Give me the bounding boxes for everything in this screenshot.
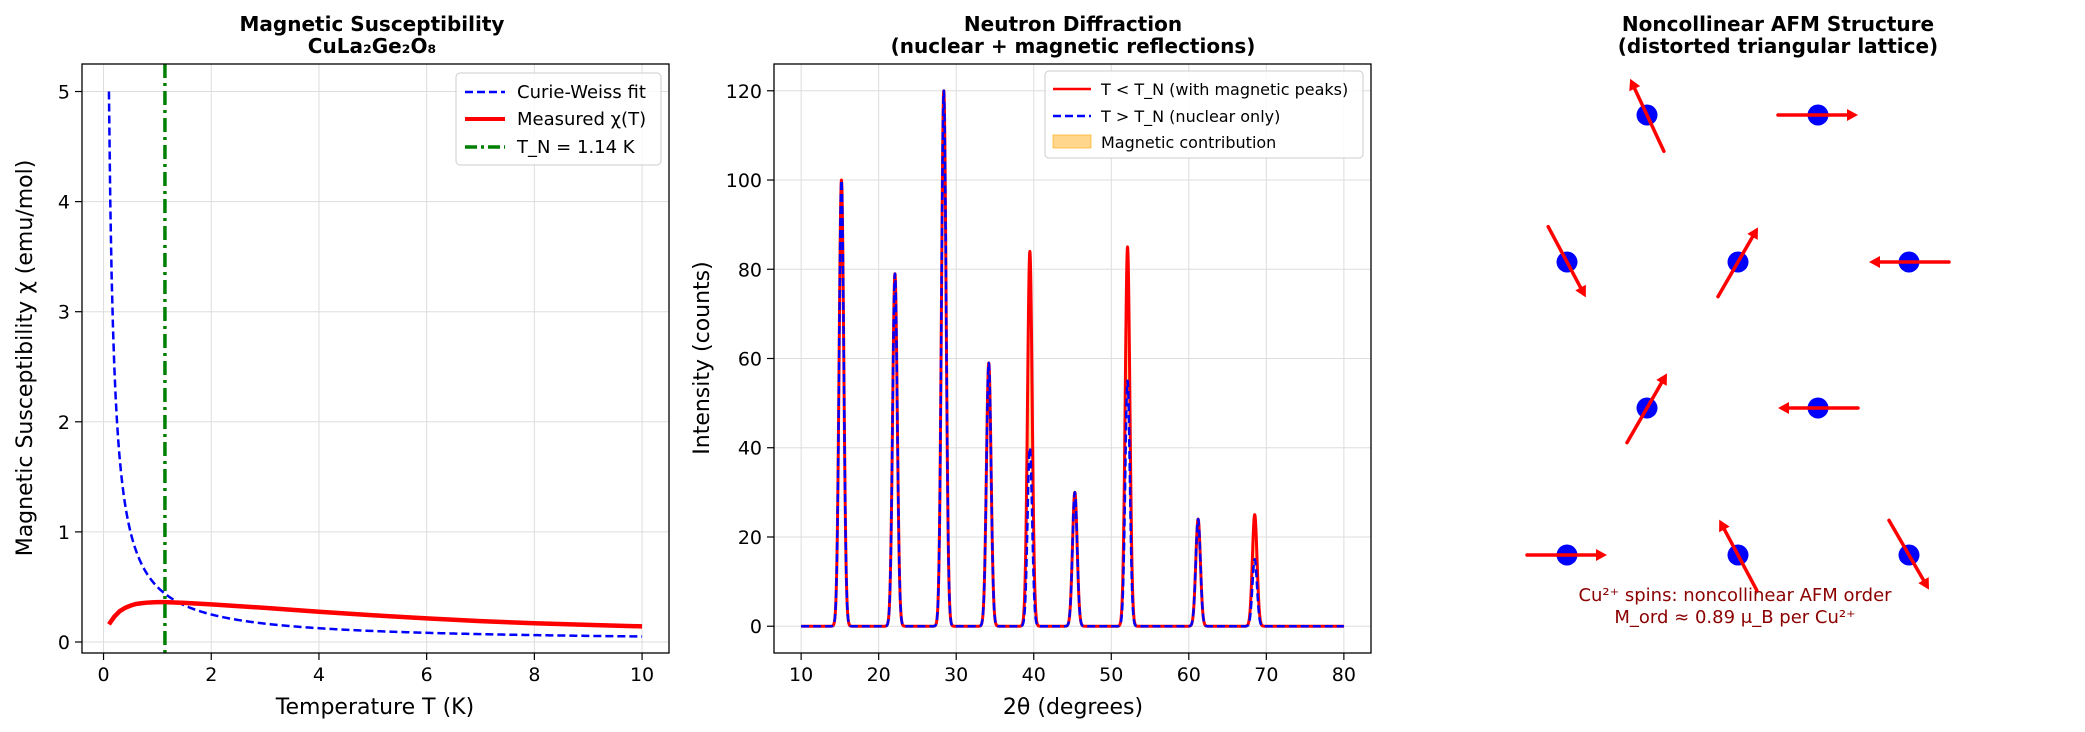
y-tick-label: 120 (726, 81, 762, 103)
legend-curie-weiss: Curie-Weiss fit (517, 82, 646, 103)
y-tick-label: 80 (738, 259, 762, 281)
x-tick-label: 70 (1254, 664, 1278, 686)
spin-arrow (1776, 109, 1858, 121)
panel1-legend: Curie-Weiss fit Measured χ(T) T_N = 1.14… (455, 72, 662, 166)
y-tick-label: 5 (58, 82, 70, 104)
legend-magnetic: Magnetic contribution (1101, 133, 1276, 152)
y-tick-label: 60 (738, 349, 762, 371)
x-tick-label: 4 (313, 664, 325, 686)
x-tick-label: 10 (789, 664, 813, 686)
x-tick-label: 8 (528, 664, 540, 686)
panel3-title: Noncollinear AFM Structure (1622, 12, 1934, 36)
y-tick-label: 0 (750, 616, 762, 638)
spin-lattice (1525, 78, 1951, 593)
panel2-ticks: 10 20 30 40 50 60 70 80 0 20 40 60 80 100 120 (726, 81, 1356, 686)
legend-tn: T_N = 1.14 K (516, 137, 636, 158)
spin-arrow (1525, 549, 1607, 561)
spin-arrow-head (1747, 227, 1758, 240)
panel1-title: Magnetic Susceptibility (240, 12, 505, 36)
panel2-legend: T < T_N (with magnetic peaks) T > T_N (n… (1044, 70, 1364, 159)
y-tick-label: 0 (58, 632, 70, 654)
panel2-legend-box (1044, 70, 1364, 159)
spin-arrow-head (1596, 549, 1607, 561)
spin-arrow-shaft (1716, 235, 1755, 299)
y-tick-label: 20 (738, 527, 762, 549)
legend-magnetic-swatch (1052, 134, 1092, 149)
spin-arrow (1887, 518, 1929, 590)
spin-arrow-head (1719, 519, 1730, 533)
susceptibility-panel: Magnetic Susceptibility CuLa₂Ge₂O₈ 0 2 4 6 8… (13, 12, 670, 720)
spin-arrow (1778, 402, 1860, 414)
y-tick-label: 4 (58, 192, 70, 214)
x-tick-label: 6 (421, 664, 433, 686)
panel2-title: Neutron Diffraction (964, 12, 1182, 36)
legend-below-tn: T < T_N (with magnetic peaks) (1100, 80, 1348, 100)
y-tick-label: 40 (738, 438, 762, 460)
spin-annotation-line1: Cu²⁺ spins: noncollinear AFM order (1578, 585, 1892, 606)
panel2-frame (773, 63, 1372, 654)
x-tick-label: 30 (944, 664, 968, 686)
panel1-ylabel: Magnetic Susceptibility χ (emu/mol) (13, 160, 38, 557)
spin-arrow-shaft (1632, 86, 1666, 154)
spin-arrow-head (1575, 284, 1586, 298)
spin-arrow (1716, 227, 1758, 299)
spin-arrow (1869, 256, 1951, 268)
spin-arrow (1629, 78, 1666, 154)
x-tick-label: 20 (867, 664, 891, 686)
spin-arrow-shaft (1887, 518, 1926, 582)
above-tn-line (800, 89, 1345, 628)
panel2-subtitle: (nuclear + magnetic reflections) (891, 34, 1256, 58)
panel1-ticks: 0 2 4 6 8 10 0 1 2 3 4 5 (58, 82, 654, 686)
x-tick-label: 2 (205, 664, 217, 686)
spin-arrow-head (1778, 402, 1789, 414)
spin-arrow (1625, 373, 1667, 445)
y-tick-label: 1 (58, 522, 70, 544)
legend-above-tn: T > T_N (nuclear only) (1100, 107, 1280, 127)
x-tick-label: 0 (97, 664, 109, 686)
spin-arrow-shaft (1625, 381, 1664, 445)
spin-arrow-shaft (1722, 527, 1759, 593)
panel1-plot-area (107, 64, 643, 653)
y-tick-label: 3 (58, 302, 70, 324)
panel1-xlabel: Temperature T (K) (275, 695, 474, 720)
x-tick-label: 60 (1177, 664, 1201, 686)
measured-chi-line (107, 599, 643, 629)
afm-structure-panel: Noncollinear AFM Structure (distorted tr… (1525, 12, 1951, 628)
panel3-subtitle: (distorted triangular lattice) (1618, 34, 1938, 58)
panel1-frame (81, 63, 670, 654)
spin-arrow-head (1847, 109, 1858, 121)
spin-arrow-head (1629, 78, 1641, 92)
spin-arrow (1546, 224, 1586, 298)
spin-arrow (1719, 519, 1759, 593)
x-tick-label: 50 (1099, 664, 1123, 686)
spin-arrow-head (1869, 256, 1880, 268)
spin-arrow-shaft (1546, 224, 1583, 290)
spin-arrow-head (1918, 577, 1929, 590)
legend-measured: Measured χ(T) (517, 109, 646, 130)
spin-annotation-line2: M_ord ≈ 0.89 μ_B per Cu²⁺ (1614, 607, 1855, 628)
curie-weiss-line (107, 91, 643, 638)
x-tick-label: 10 (630, 664, 654, 686)
y-tick-label: 2 (58, 412, 70, 434)
y-tick-label: 100 (726, 170, 762, 192)
panel2-plot-area (799, 89, 1346, 628)
panel2-ylabel: Intensity (counts) (690, 261, 715, 454)
panel1-legend-box (455, 72, 662, 166)
spin-arrow-head (1656, 373, 1667, 386)
panel2-xlabel: 2θ (degrees) (1003, 695, 1143, 720)
x-tick-label: 40 (1022, 664, 1046, 686)
x-tick-label: 80 (1332, 664, 1356, 686)
diffraction-panel: Neutron Diffraction (nuclear + magnetic … (690, 12, 1372, 720)
panel1-subtitle: CuLa₂Ge₂O₈ (308, 34, 436, 58)
